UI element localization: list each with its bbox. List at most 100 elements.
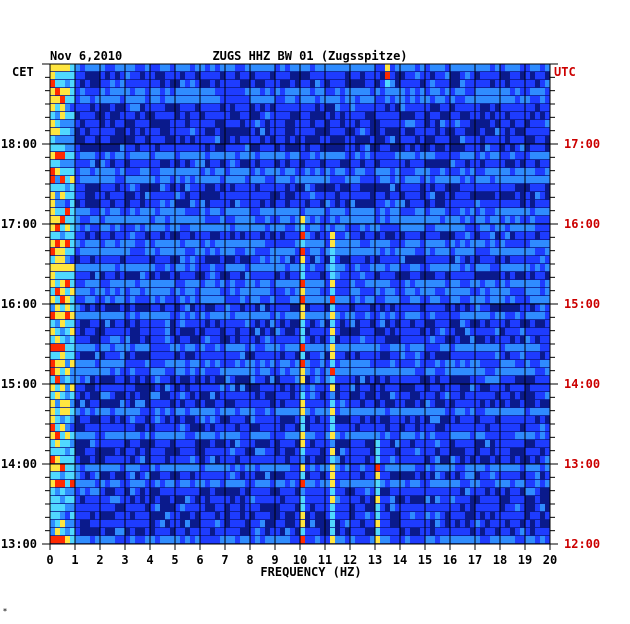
heatmap-cell: [320, 208, 325, 216]
heatmap-cell: [485, 464, 490, 472]
heatmap-cell: [440, 464, 445, 472]
heatmap-cell: [295, 120, 300, 128]
heatmap-cell: [430, 464, 435, 472]
heatmap-cell: [370, 456, 375, 464]
heatmap-cell: [125, 72, 130, 80]
heatmap-cell: [70, 304, 75, 312]
heatmap-cell: [325, 160, 330, 168]
heatmap-cell: [320, 464, 325, 472]
heatmap-cell: [540, 192, 545, 200]
heatmap-cell: [470, 400, 475, 408]
heatmap-cell: [110, 208, 115, 216]
heatmap-cell: [235, 288, 240, 296]
heatmap-cell: [135, 128, 140, 136]
heatmap-cell: [180, 504, 185, 512]
heatmap-cell: [205, 72, 210, 80]
heatmap-cell: [390, 432, 395, 440]
heatmap-cell: [75, 224, 80, 232]
heatmap-cell: [165, 384, 170, 392]
heatmap-cell: [320, 504, 325, 512]
heatmap-cell: [190, 104, 195, 112]
heatmap-cell: [135, 368, 140, 376]
heatmap-cell: [480, 88, 485, 96]
heatmap-cell: [105, 88, 110, 96]
heatmap-cell: [485, 536, 490, 544]
heatmap-cell: [505, 376, 510, 384]
heatmap-cell: [200, 336, 205, 344]
heatmap-cell: [530, 208, 535, 216]
heatmap-cell: [105, 296, 110, 304]
heatmap-cell: [490, 264, 495, 272]
heatmap-cell: [480, 224, 485, 232]
heatmap-cell: [430, 368, 435, 376]
heatmap-cell: [465, 432, 470, 440]
heatmap-cell: [135, 312, 140, 320]
heatmap-cell: [220, 432, 225, 440]
heatmap-cell: [540, 120, 545, 128]
heatmap-cell: [55, 176, 60, 184]
heatmap-cell: [270, 120, 275, 128]
heatmap-cell: [195, 480, 200, 488]
heatmap-cell: [210, 160, 215, 168]
heatmap-cell: [90, 368, 95, 376]
heatmap-cell: [400, 352, 405, 360]
heatmap-cell: [405, 216, 410, 224]
heatmap-cell: [215, 168, 220, 176]
heatmap-cell: [240, 280, 245, 288]
heatmap-cell: [300, 96, 305, 104]
heatmap-cell: [235, 120, 240, 128]
heatmap-cell: [480, 232, 485, 240]
heatmap-cell: [460, 256, 465, 264]
heatmap-cell: [210, 488, 215, 496]
heatmap-cell: [150, 208, 155, 216]
heatmap-cell: [125, 344, 130, 352]
heatmap-cell: [460, 480, 465, 488]
heatmap-cell: [140, 168, 145, 176]
heatmap-cell: [470, 408, 475, 416]
heatmap-cell: [130, 176, 135, 184]
heatmap-cell: [460, 184, 465, 192]
heatmap-cell: [535, 392, 540, 400]
heatmap-cell: [510, 200, 515, 208]
heatmap-cell: [335, 376, 340, 384]
heatmap-cell: [190, 504, 195, 512]
heatmap-cell: [210, 464, 215, 472]
heatmap-cell: [340, 224, 345, 232]
heatmap-cell: [450, 352, 455, 360]
heatmap-cell: [460, 280, 465, 288]
heatmap-cell: [160, 224, 165, 232]
heatmap-cell: [370, 208, 375, 216]
heatmap-cell: [105, 288, 110, 296]
heatmap-cell: [170, 488, 175, 496]
heatmap-cell: [135, 80, 140, 88]
heatmap-cell: [410, 328, 415, 336]
heatmap-cell: [540, 80, 545, 88]
heatmap-cell: [210, 64, 215, 72]
heatmap-cell: [410, 104, 415, 112]
heatmap-cell: [255, 272, 260, 280]
heatmap-cell: [510, 280, 515, 288]
heatmap-cell: [370, 152, 375, 160]
heatmap-cell: [285, 88, 290, 96]
heatmap-cell: [100, 520, 105, 528]
heatmap-cell: [125, 504, 130, 512]
heatmap-cell: [235, 192, 240, 200]
heatmap-cell: [530, 480, 535, 488]
y-tick-label-left: 18:00: [1, 137, 37, 151]
heatmap-cell: [355, 288, 360, 296]
heatmap-cell: [490, 312, 495, 320]
heatmap-cell: [380, 144, 385, 152]
heatmap-cell: [370, 352, 375, 360]
heatmap-cell: [360, 152, 365, 160]
heatmap-cell: [325, 464, 330, 472]
heatmap-cell: [220, 64, 225, 72]
heatmap-cell: [210, 336, 215, 344]
heatmap-cell: [125, 104, 130, 112]
heatmap-cell: [115, 280, 120, 288]
heatmap-cell: [235, 536, 240, 544]
heatmap-cell: [465, 88, 470, 96]
heatmap-cell: [285, 408, 290, 416]
heatmap-cell: [330, 168, 335, 176]
heatmap-cell: [225, 528, 230, 536]
heatmap-cell: [465, 296, 470, 304]
